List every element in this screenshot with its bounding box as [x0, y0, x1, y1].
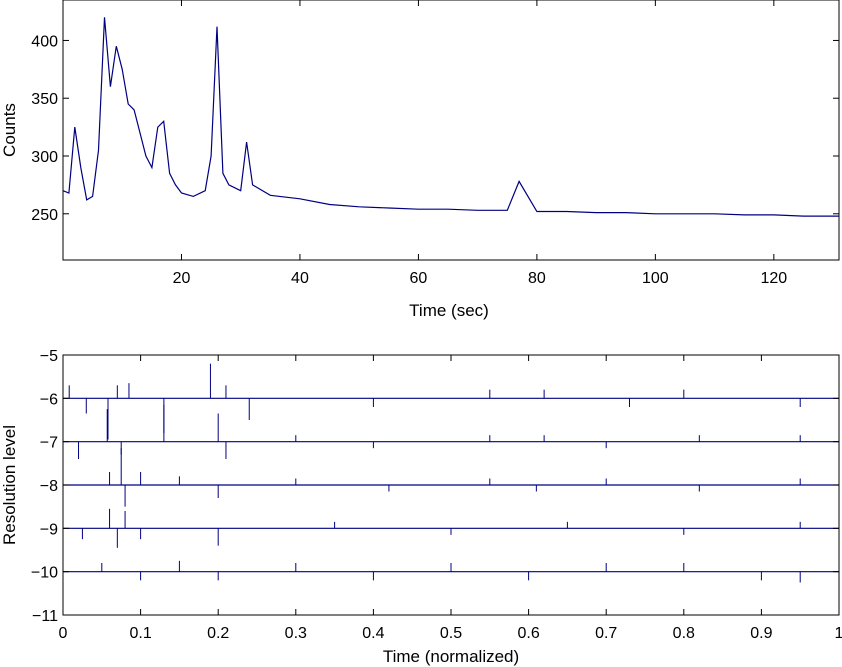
- y-tick-label: −11: [32, 608, 58, 625]
- counts-series-line: [62, 17, 839, 217]
- top-y-label: Counts: [0, 103, 19, 157]
- x-tick-label: 0.1: [129, 625, 151, 642]
- x-tick-label: 0: [59, 625, 68, 642]
- x-tick-label: 20: [173, 270, 191, 287]
- y-tick-label: −10: [31, 565, 58, 582]
- x-tick-label: 40: [291, 270, 309, 287]
- x-tick-label: 0.9: [750, 625, 772, 642]
- top-plot-area: [62, 17, 839, 217]
- x-tick-label: 0.7: [595, 625, 617, 642]
- bottom-axes: 0 0.1 0.2 0.3 0.4 0.5 0.6 0.7 0.8 0.9 1 −5 −6 −7 −8 −9…: [0, 348, 842, 666]
- x-tick-label: 60: [410, 270, 428, 287]
- x-tick-label: 80: [528, 270, 546, 287]
- top-x-label: Time (sec): [409, 301, 489, 320]
- y-tick-label: −7: [40, 435, 58, 452]
- x-tick-label: 1: [835, 625, 842, 642]
- y-tick-label: 350: [31, 91, 58, 108]
- top-axes-frame: [62, 0, 840, 261]
- top-x-ticks: 20 40 60 80 100 120: [173, 0, 787, 287]
- x-tick-label: 0.2: [207, 625, 229, 642]
- bottom-y-label: Resolution level: [0, 425, 19, 545]
- bottom-x-label: Time (normalized): [383, 647, 519, 666]
- bottom-plot-area: [63, 363, 839, 583]
- x-tick-label: 0.3: [285, 625, 307, 642]
- y-tick-label: −5: [40, 348, 58, 365]
- y-tick-label: −9: [40, 521, 58, 538]
- x-tick-label: 0.5: [440, 625, 462, 642]
- y-tick-label: 300: [31, 149, 58, 166]
- y-tick-label: −8: [40, 478, 58, 495]
- x-tick-label: 100: [642, 270, 669, 287]
- top-y-ticks: 250 300 350 400: [31, 33, 839, 224]
- y-tick-label: 250: [31, 207, 58, 224]
- x-tick-label: 0.4: [362, 625, 384, 642]
- bottom-y-ticks: −5 −6 −7 −8 −9 −10 −11: [31, 348, 839, 625]
- x-tick-label: 0.6: [517, 625, 539, 642]
- y-tick-label: 400: [31, 33, 58, 50]
- bottom-x-ticks: 0 0.1 0.2 0.3 0.4 0.5 0.6 0.7 0.8 0.9 1: [59, 355, 842, 642]
- top-axes: 20 40 60 80 100 120 250 300 350 400 Time (sec) C…: [0, 0, 840, 320]
- x-tick-label: 0.8: [673, 625, 695, 642]
- x-tick-label: 120: [760, 270, 787, 287]
- y-tick-label: −6: [40, 391, 58, 408]
